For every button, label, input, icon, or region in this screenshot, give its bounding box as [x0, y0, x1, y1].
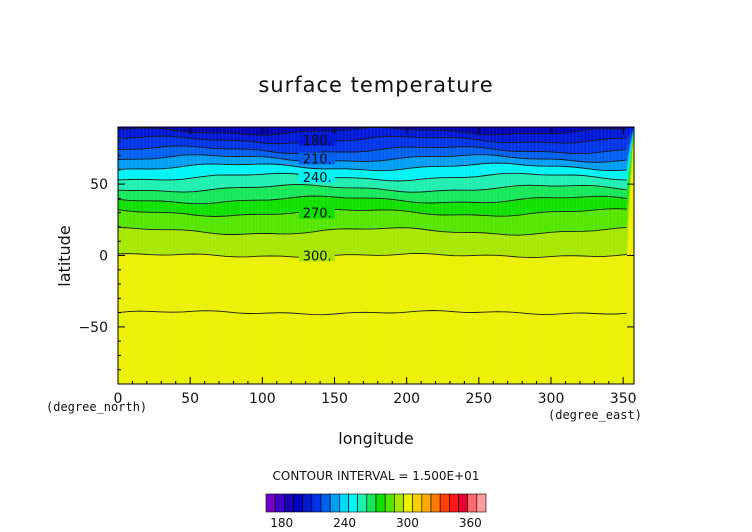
colorbar-swatch: [339, 493, 349, 513]
contour-line: [117, 252, 627, 259]
colorbar-tick-label: 360: [459, 516, 482, 530]
contour-label-bg: [298, 133, 335, 146]
contour-line: [117, 162, 627, 172]
contour-line: [117, 154, 627, 163]
contour-label-bg: [298, 206, 335, 219]
contour-line: [117, 310, 627, 316]
colorbar-tick-label: 180: [270, 516, 293, 530]
colorbar-swatch: [375, 493, 386, 513]
x-tick-label: 200: [393, 391, 420, 407]
contour-label-bg: [298, 249, 335, 262]
contour-line: [117, 208, 627, 217]
contour-label: 240.: [303, 171, 332, 186]
x-tick-label: 50: [181, 391, 199, 407]
contour-line: [117, 172, 627, 182]
contour-label: 270.: [303, 207, 332, 222]
plot-area: 180. 210. 240. 270. 300.: [117, 126, 635, 385]
colorbar-swatch: [302, 493, 313, 513]
contour-label: 300.: [303, 250, 332, 265]
colorbar-swatch: [284, 493, 294, 513]
contour-label-bg: [298, 170, 335, 183]
contour-label-bg: [298, 152, 335, 165]
colorbar-tick-label: 300: [396, 516, 419, 530]
contour-interval-text: CONTOUR INTERVAL = 1.500E+01: [273, 469, 480, 483]
colorbar-tick-label: 240: [333, 516, 356, 530]
contour-label: 210.: [303, 152, 332, 167]
colorbar-swatch: [384, 493, 395, 513]
colorbar-swatch: [274, 493, 285, 513]
contour-labels: 180. 210. 240. 270. 300.: [298, 133, 335, 265]
colorbar-swatch: [329, 493, 340, 513]
contour-label: 180.: [303, 134, 332, 149]
colorbar: 180 240 300 360: [265, 493, 487, 530]
colorbar-swatch: [449, 493, 459, 513]
x-tick-label: 100: [249, 391, 276, 407]
contour-bands: [118, 127, 634, 315]
colorbar-swatch: [430, 493, 441, 513]
y-axis-label: latitude: [55, 225, 74, 286]
contour-line: [117, 184, 627, 193]
contour-line: [117, 195, 627, 205]
y-axis: −50 0 50: [78, 140, 634, 371]
colorbar-swatch: [458, 493, 468, 513]
colorbar-swatch: [265, 493, 276, 513]
contour-band: [118, 127, 634, 136]
contour-lines: [117, 126, 627, 316]
colorbar-swatch: [421, 493, 432, 513]
contour-line: [117, 226, 627, 236]
y-tick-label: 50: [90, 177, 108, 193]
colorbar-swatch: [348, 493, 358, 513]
colorbar-swatch: [476, 493, 487, 513]
colorbar-swatch: [320, 493, 331, 513]
colorbar-swatch: [357, 493, 368, 513]
colorbar-swatch: [403, 493, 413, 513]
colorbar-swatch: [311, 493, 322, 513]
x-tick-label: 350: [610, 391, 637, 407]
x-tick-label: 150: [321, 391, 348, 407]
y-axis-unit: (degree_north): [46, 400, 147, 414]
contour-line: [117, 135, 627, 145]
y-tick-label: 0: [99, 249, 108, 265]
colorbar-swatch: [366, 493, 377, 513]
x-tick-label: 0: [114, 391, 123, 407]
x-axis-unit: (degree_east): [548, 408, 642, 422]
colorbar-swatch: [293, 493, 303, 513]
colorbar-swatch: [467, 493, 478, 513]
x-tick-label: 250: [465, 391, 492, 407]
x-axis-label: longitude: [338, 429, 413, 448]
colorbar-swatch: [394, 493, 404, 513]
x-axis: 0 50 100 150 200 250 300 350: [114, 127, 637, 407]
chart-title: surface temperature: [258, 73, 493, 97]
x-tick-label: 300: [538, 391, 565, 407]
colorbar-swatch: [439, 493, 450, 513]
contour-line: [118, 145, 627, 155]
colorbar-swatch: [412, 493, 423, 513]
y-tick-label: −50: [78, 320, 108, 336]
